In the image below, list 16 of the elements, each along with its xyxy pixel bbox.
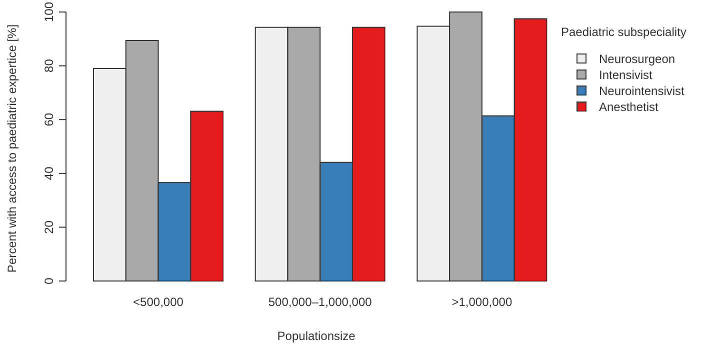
x-tick-label: >1,000,000 — [452, 295, 512, 309]
x-tick-label: 500,000–1,000,000 — [268, 295, 372, 309]
x-tick-label: <500,000 — [133, 295, 184, 309]
legend-title: Paediatric subspeciality — [561, 25, 686, 39]
legend-label: Intensivist — [599, 68, 654, 82]
y-tick-label: 40 — [42, 166, 56, 180]
y-tick-label: 80 — [42, 58, 56, 72]
y-tick-label: 60 — [42, 112, 56, 126]
y-tick-label: 20 — [42, 220, 56, 234]
legend-label: Neurointensivist — [599, 84, 686, 98]
x-axis-title: Populationsize — [277, 329, 356, 343]
y-tick-label: 100 — [42, 2, 56, 22]
y-axis-title: Percent with access to paediatric expertice [%] — [5, 24, 19, 273]
legend-label: Neurosurgeon — [599, 52, 676, 66]
y-tick-label: 0 — [42, 277, 56, 284]
legend-label: Anesthetist — [599, 100, 660, 114]
